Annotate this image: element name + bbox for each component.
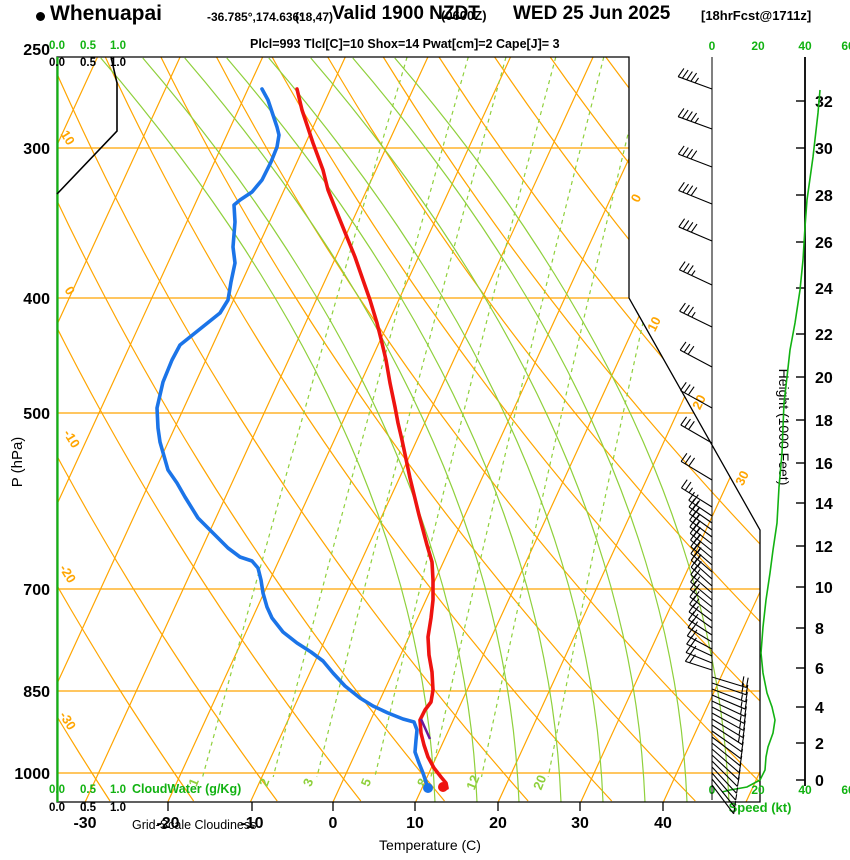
station-coordinates: -36.785°,174.636° [207,10,305,24]
svg-text:-10: -10 [60,427,83,451]
svg-text:4: 4 [815,700,824,717]
svg-text:2: 2 [815,736,824,753]
svg-text:20: 20 [689,392,709,412]
speed-scale: 0 0 20 20 40 40 60 60 Speed (kt) [709,39,850,815]
svg-text:28: 28 [815,188,833,205]
svg-text:40: 40 [654,815,672,832]
svg-text:0.0: 0.0 [49,57,65,69]
svg-text:30: 30 [732,468,752,488]
svg-text:60: 60 [841,39,850,53]
svg-text:8: 8 [815,621,824,638]
plot-frame [56,56,761,811]
svg-text:1.0: 1.0 [110,802,126,814]
svg-text:12: 12 [463,773,482,792]
svg-text:-30: -30 [56,709,79,733]
dry-adiabat-lines [57,57,760,802]
wind-speed-profile [721,89,821,793]
station-bullet-icon [36,12,45,21]
grid-reference: (18,47) [295,10,334,24]
surface-temperature-dot [438,782,448,792]
svg-text:Speed (kt): Speed (kt) [729,800,792,815]
svg-text:850: 850 [23,684,50,701]
cloud-scales: 0.0 0.0 0.0 0.0 0.5 0.5 0.5 0.5 1.0 1.0 1.0 1.0 Clou… [49,40,256,832]
svg-text:Temperature (C): Temperature (C) [379,837,481,853]
svg-text:12: 12 [815,539,833,556]
svg-text:0.0: 0.0 [49,40,65,52]
surface-dewpoint-dot [423,783,433,793]
sounding-curves [155,87,449,793]
svg-text:0.5: 0.5 [80,802,97,814]
svg-text:24: 24 [815,281,833,298]
svg-text:-30: -30 [73,815,96,832]
svg-text:30: 30 [815,141,833,158]
svg-text:0.5: 0.5 [80,57,97,69]
svg-text:20: 20 [530,773,549,792]
station-name: Whenuapai [50,2,163,25]
wind-barbs [677,57,749,815]
svg-text:0: 0 [709,39,716,53]
svg-text:26: 26 [815,235,833,252]
isotherm-lines [57,57,760,802]
svg-text:300: 300 [23,141,50,158]
valid-date: WED 25 Jun 2025 [513,3,671,24]
svg-text:0: 0 [329,815,338,832]
sounding-indices: Plcl=993 Tlcl[C]=10 Shox=14 Pwat[cm]=2 C… [250,37,560,51]
svg-text:0: 0 [628,191,645,204]
dewpoint-curve [155,87,430,790]
svg-text:20: 20 [751,783,765,797]
svg-text:18: 18 [815,413,833,430]
svg-text:40: 40 [798,39,812,53]
svg-text:1.0: 1.0 [110,784,126,796]
svg-text:40: 40 [798,783,812,797]
svg-text:400: 400 [23,291,50,308]
cloudiness-profile [56,56,118,195]
valid-time-utc: (0600Z) [441,8,487,23]
svg-text:0.5: 0.5 [80,784,97,796]
svg-text:60: 60 [841,783,850,797]
svg-text:1.0: 1.0 [110,57,126,69]
svg-text:6: 6 [815,661,824,678]
svg-text:10: 10 [815,580,833,597]
svg-text:10: 10 [644,314,664,334]
svg-text:10: 10 [58,128,78,148]
svg-text:5: 5 [358,776,375,788]
svg-text:-20: -20 [156,815,179,832]
svg-text:0: 0 [815,773,824,790]
svg-text:-20: -20 [56,562,79,586]
svg-text:250: 250 [23,42,50,59]
svg-text:Height (1000 Feet): Height (1000 Feet) [776,369,792,486]
svg-text:3: 3 [300,776,317,788]
svg-text:CloudWater (g/Kg): CloudWater (g/Kg) [132,782,241,796]
svg-text:500: 500 [23,406,50,423]
svg-text:0.5: 0.5 [80,40,97,52]
svg-text:30: 30 [571,815,589,832]
svg-text:1.0: 1.0 [110,40,126,52]
svg-text:14: 14 [815,496,833,513]
svg-text:20: 20 [489,815,507,832]
svg-text:Grid-Scale Cloudiness: Grid-Scale Cloudiness [132,818,256,832]
svg-text:700: 700 [23,582,50,599]
svg-text:16: 16 [815,456,833,473]
svg-text:2: 2 [256,776,273,788]
forecast-tag: [18hrFcst@1711z] [701,8,812,23]
valid-time: Valid 1900 NZDT [332,3,480,24]
svg-text:22: 22 [815,327,833,344]
svg-text:20: 20 [751,39,765,53]
svg-text:10: 10 [406,815,424,832]
lcl-mark [419,718,432,740]
svg-text:1000: 1000 [14,766,50,783]
moist-adiabat-lines [100,57,730,802]
temperature-curve [295,87,449,790]
svg-text:0.0: 0.0 [49,802,65,814]
svg-text:P (hPa): P (hPa) [9,437,26,488]
grid-lines [57,57,760,802]
svg-text:-10: -10 [240,815,263,832]
svg-text:20: 20 [815,370,833,387]
svg-text:0.0: 0.0 [49,784,65,796]
